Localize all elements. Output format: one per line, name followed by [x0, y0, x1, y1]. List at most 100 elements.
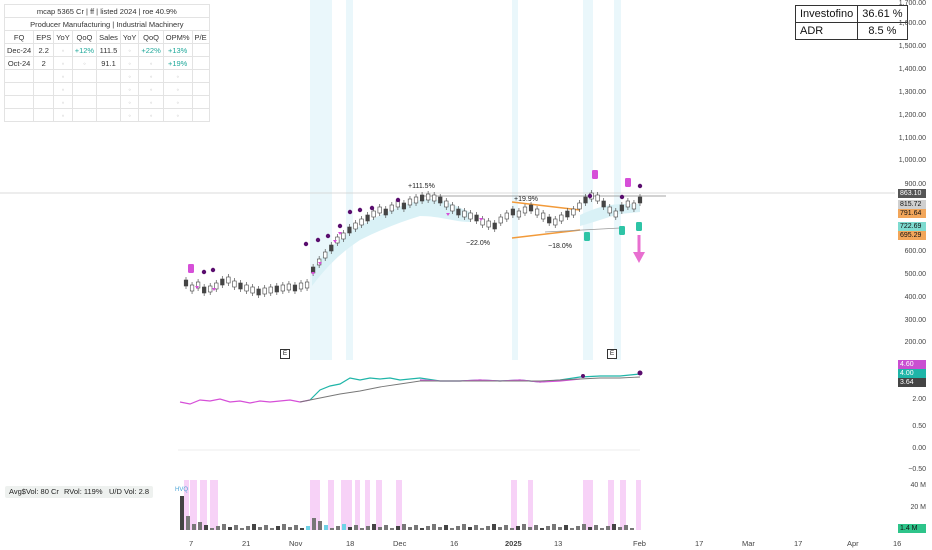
volume-highlights [184, 480, 641, 530]
empty-cell: ◦ [138, 108, 164, 122]
candle [553, 218, 558, 226]
volume-bar [498, 527, 502, 530]
price-tick: 1,600.00 [898, 20, 926, 27]
volume-bar [372, 524, 376, 530]
candle [238, 282, 243, 290]
candle [577, 202, 582, 210]
candle [534, 208, 540, 216]
gain-label: +111.5% [408, 183, 435, 190]
candle [365, 214, 370, 222]
volume-bar [510, 528, 514, 530]
signal-dot [587, 193, 593, 199]
signal-flag [619, 226, 625, 235]
rs-dot [581, 374, 585, 378]
volume-bar [570, 528, 574, 530]
empty-table-row: ◦ ◦ ◦ ◦ [3, 82, 210, 96]
candle [244, 284, 249, 292]
fundamentals-header-row: FQ EPS YoY QoQ Sales YoY QoQ OPM% P/E [3, 30, 210, 44]
volume-bar [306, 526, 310, 530]
rs-tag: 4.60 [898, 360, 926, 369]
volume-bar [396, 526, 400, 530]
price-tick: 1,700.00 [898, 0, 926, 7]
candle [613, 210, 618, 218]
volume-bar [564, 525, 568, 530]
volume-bar [276, 526, 280, 530]
gain-label: +19.9% [514, 196, 538, 203]
trendline-orange-2 [511, 229, 581, 239]
volume-bar [468, 527, 472, 530]
signal-triangle [195, 286, 199, 289]
volume-bar [354, 525, 358, 530]
volume-bar [180, 496, 184, 530]
candle [196, 281, 201, 289]
signal-triangle [338, 232, 342, 235]
volume-bar [234, 525, 238, 530]
empty-rows: ◦ ◦ ◦ ◦ ◦ ◦ ◦ ◦ ◦ ◦ ◦ ◦ ◦ ◦ ◦ ◦ [3, 69, 210, 122]
price-tick: 1,100.00 [898, 135, 926, 142]
volume-bar [492, 524, 496, 530]
candle [625, 200, 630, 208]
volume-bar [522, 524, 526, 530]
candles [183, 190, 643, 298]
rs-tag: 3.64 [898, 378, 926, 387]
investofino-box: Investofino 36.61 % ADR 8.5 % [794, 5, 908, 40]
candle [220, 278, 225, 286]
volume-bar [186, 516, 190, 530]
candle [438, 196, 443, 204]
candle [214, 282, 219, 290]
empty-cell [3, 108, 35, 122]
empty-cell [33, 108, 55, 122]
candle [407, 198, 413, 206]
empty-cell [71, 108, 98, 122]
volume-bar [258, 527, 262, 530]
price-tag: 722.69 [898, 222, 926, 231]
volume-bar [504, 525, 508, 530]
candle [383, 208, 388, 216]
candle [202, 286, 207, 294]
avg-dollar-volume: Avg$Vol: 80 Cr [5, 486, 63, 498]
rs-tick: −0.50 [908, 466, 926, 473]
volume-bar [192, 524, 196, 530]
rs-tick: 0.50 [912, 423, 926, 430]
price-tag-last: 863.10 [898, 189, 926, 198]
candle [274, 285, 279, 293]
signal-dot [325, 233, 331, 239]
x-tick: 7 [189, 539, 194, 548]
hvq-label: HVQ [175, 487, 189, 493]
candle [208, 285, 213, 293]
empty-cell [191, 108, 210, 122]
earnings-marker[interactable]: E [280, 349, 290, 359]
empty-table-row: ◦ ◦ ◦ ◦ [3, 69, 210, 83]
rs-tag: 4.00 [898, 369, 926, 378]
candle [456, 208, 461, 216]
candle [468, 212, 473, 220]
candle [280, 284, 285, 292]
volume-bar [288, 527, 292, 530]
signal-dot [201, 269, 207, 275]
volume-bar [558, 527, 562, 530]
signal-dot [637, 183, 643, 189]
signal-dot [369, 205, 375, 211]
volume-bar [474, 525, 478, 530]
volume-bar [486, 526, 490, 530]
volume-bar [324, 525, 328, 530]
rs-high-dot [637, 370, 643, 376]
col-sales: Sales [96, 30, 121, 44]
candle [413, 196, 419, 204]
volume-bar [366, 526, 370, 530]
fundamentals-table: mcap 5365 Cr | ff | listed 2024 | roe 40… [3, 4, 210, 122]
earnings-marker[interactable]: E [607, 349, 617, 359]
candle [486, 220, 491, 228]
candle [450, 204, 455, 212]
candle [504, 212, 509, 220]
x-tick: 21 [242, 539, 251, 548]
price-tick: 300.00 [904, 317, 926, 324]
empty-cell [96, 108, 121, 122]
candle [268, 286, 273, 294]
rs-tick: 0.00 [912, 445, 926, 452]
candle [377, 206, 382, 214]
candle [419, 194, 425, 202]
volume-bar [546, 526, 550, 530]
signal-flag [584, 232, 590, 241]
